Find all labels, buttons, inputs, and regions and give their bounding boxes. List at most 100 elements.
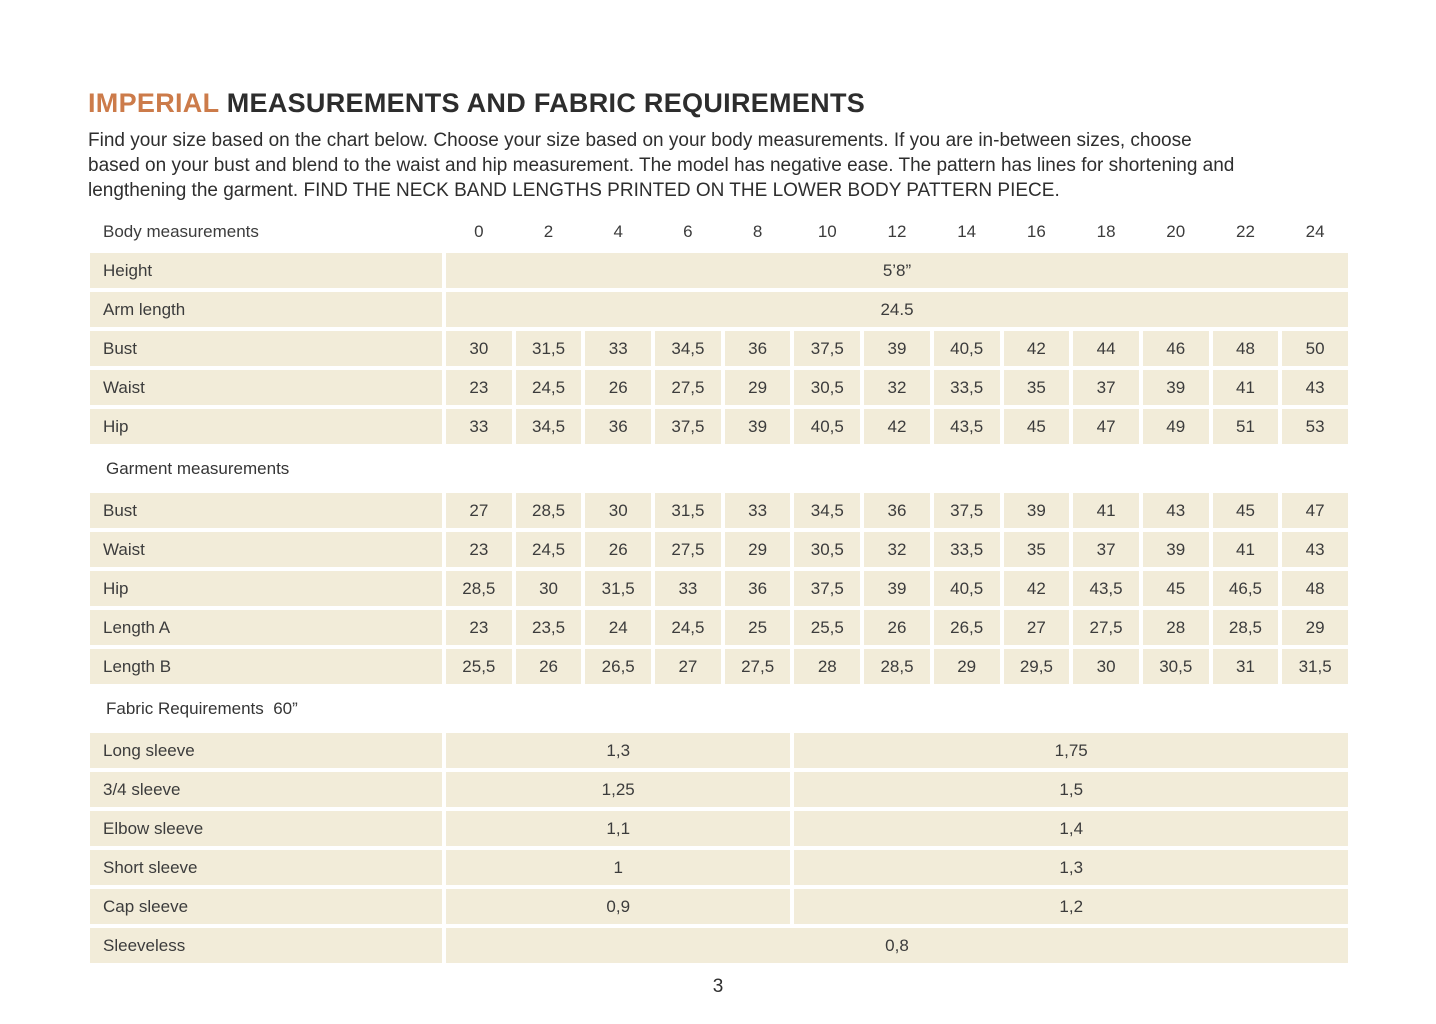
value-cell: 48 <box>1212 331 1279 366</box>
merged-value-cell: 24.5 <box>446 292 1348 327</box>
value-cell: 53 <box>1282 409 1348 444</box>
value-cell: 23 <box>446 370 512 405</box>
fabric-left-value-cell: 1,25 <box>446 772 791 807</box>
value-cell: 37,5 <box>794 331 861 366</box>
value-cell: 39 <box>1142 532 1209 567</box>
row-label: Length A <box>90 610 442 645</box>
section-label-garment: Garment measurements <box>106 458 290 478</box>
value-cell: 28,5 <box>864 649 930 684</box>
value-cell: 30 <box>1073 649 1139 684</box>
value-cell: 26,5 <box>933 610 1000 645</box>
value-cell: 36 <box>864 493 930 528</box>
row-label: 3/4 sleeve <box>90 772 442 807</box>
fabric-right-value-cell: 1,4 <box>794 811 1348 846</box>
value-cell: 28,5 <box>1212 610 1279 645</box>
size-column-header: 18 <box>1096 221 1116 241</box>
value-cell: 33 <box>585 331 652 366</box>
value-cell: 43,5 <box>933 409 1000 444</box>
value-cell: 24,5 <box>515 370 582 405</box>
row-label: Waist <box>90 532 442 567</box>
value-cell: 39 <box>864 331 930 366</box>
row-label: Hip <box>90 571 442 606</box>
value-cell: 28 <box>1142 610 1209 645</box>
value-cell: 26 <box>585 370 652 405</box>
value-cell: 46 <box>1142 331 1209 366</box>
value-cell: 42 <box>1003 571 1070 606</box>
value-cell: 39 <box>1003 493 1070 528</box>
value-cell: 37,5 <box>655 409 721 444</box>
value-cell: 40,5 <box>933 571 1000 606</box>
value-cell: 27,5 <box>655 370 721 405</box>
value-cell: 29 <box>1282 610 1348 645</box>
value-cell: 43,5 <box>1073 571 1139 606</box>
size-column-header: 22 <box>1235 221 1255 241</box>
row-label: Cap sleeve <box>90 889 442 924</box>
value-cell: 44 <box>1073 331 1139 366</box>
value-cell: 30 <box>446 331 512 366</box>
value-cell: 30,5 <box>794 532 861 567</box>
fabric-left-value-cell: 1,1 <box>446 811 791 846</box>
title-rest: MEASUREMENTS AND FABRIC REQUIREMENTS <box>218 88 866 118</box>
value-cell: 35 <box>1003 532 1070 567</box>
size-column-header: 10 <box>817 221 837 241</box>
value-cell: 25,5 <box>794 610 861 645</box>
value-cell: 30 <box>585 493 652 528</box>
size-column-header: 2 <box>543 221 554 241</box>
row-label: Length B <box>90 649 442 684</box>
intro-line: lengthening the garment. FIND THE NECK B… <box>88 180 1060 201</box>
value-cell: 37 <box>1073 370 1139 405</box>
value-cell: 51 <box>1212 409 1279 444</box>
value-cell: 43 <box>1282 532 1348 567</box>
value-cell: 39 <box>1142 370 1209 405</box>
value-cell: 36 <box>585 409 652 444</box>
section-label-fabric: Fabric Requirements 60” <box>106 698 298 718</box>
value-cell: 35 <box>1003 370 1070 405</box>
value-cell: 30 <box>515 571 582 606</box>
value-cell: 40,5 <box>794 409 861 444</box>
value-cell: 33 <box>446 409 512 444</box>
value-cell: 23 <box>446 532 512 567</box>
size-table: Body measurements 0 2 4 6 8 10 12 14 16 18 20 22 24 He… <box>90 214 1348 963</box>
fabric-right-value-cell: 1,3 <box>794 850 1348 885</box>
intro-line: based on your bust and blend to the wais… <box>88 155 1235 176</box>
intro-text: Find your size based on the chart below.… <box>88 128 1348 203</box>
value-cell: 36 <box>724 331 791 366</box>
value-cell: 41 <box>1073 493 1139 528</box>
value-cell: 29,5 <box>1003 649 1070 684</box>
value-cell: 25 <box>724 610 791 645</box>
value-cell: 42 <box>1003 331 1070 366</box>
value-cell: 27,5 <box>1073 610 1139 645</box>
value-cell: 27 <box>655 649 721 684</box>
fabric-right-value-cell: 1,75 <box>794 733 1348 768</box>
value-cell: 43 <box>1282 370 1348 405</box>
value-cell: 47 <box>1282 493 1348 528</box>
value-cell: 23,5 <box>515 610 582 645</box>
value-cell: 27,5 <box>724 649 791 684</box>
value-cell: 31 <box>1212 649 1279 684</box>
value-cell: 26 <box>585 532 652 567</box>
value-cell: 30,5 <box>794 370 861 405</box>
value-cell: 32 <box>864 370 930 405</box>
value-cell: 29 <box>724 370 791 405</box>
row-label: Short sleeve <box>90 850 442 885</box>
value-cell: 31,5 <box>1282 649 1348 684</box>
value-cell: 34,5 <box>794 493 861 528</box>
value-cell: 27 <box>1003 610 1070 645</box>
value-cell: 32 <box>864 532 930 567</box>
value-cell: 41 <box>1212 532 1279 567</box>
row-label: Height <box>90 253 442 288</box>
value-cell: 23 <box>446 610 512 645</box>
fabric-left-value-cell: 0,9 <box>446 889 791 924</box>
value-cell: 46,5 <box>1212 571 1279 606</box>
value-cell: 33 <box>724 493 791 528</box>
value-cell: 40,5 <box>933 331 1000 366</box>
value-cell: 26 <box>515 649 582 684</box>
size-column-header: 8 <box>752 221 763 241</box>
value-cell: 31,5 <box>515 331 582 366</box>
value-cell: 28,5 <box>515 493 582 528</box>
value-cell: 42 <box>864 409 930 444</box>
size-column-header: 20 <box>1166 221 1186 241</box>
value-cell: 50 <box>1282 331 1348 366</box>
size-column-header: 16 <box>1026 221 1046 241</box>
value-cell: 27,5 <box>655 532 721 567</box>
